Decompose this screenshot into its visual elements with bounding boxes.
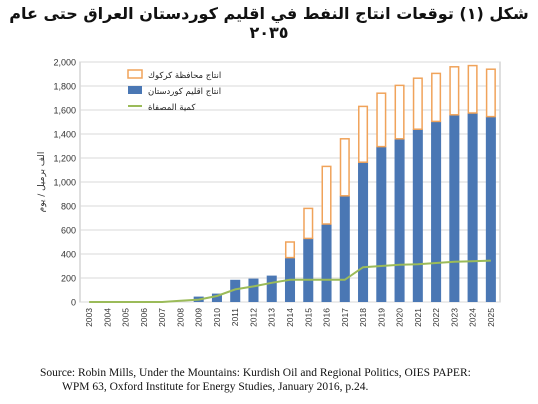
x-tick-label: 2024 bbox=[468, 308, 478, 327]
y-tick-label: 1,400 bbox=[53, 130, 76, 140]
x-tick-label: 2006 bbox=[139, 308, 149, 327]
x-tick-label: 2013 bbox=[267, 308, 277, 327]
x-tick-label: 2022 bbox=[431, 308, 441, 327]
bar-kirkuk bbox=[321, 165, 332, 225]
bar-kurdistan bbox=[431, 121, 442, 303]
bar-kirkuk bbox=[339, 138, 350, 197]
legend-label: انتاج محافظة كركوك bbox=[148, 71, 221, 81]
bar-kirkuk bbox=[485, 68, 496, 118]
legend-swatch bbox=[127, 69, 143, 79]
bar-kurdistan bbox=[376, 146, 387, 302]
x-tick-label: 2010 bbox=[212, 308, 222, 327]
bar-kirkuk bbox=[303, 207, 314, 240]
bar-kirkuk bbox=[394, 84, 405, 140]
bar-kurdistan bbox=[266, 275, 277, 302]
y-tick-label: 1,800 bbox=[53, 82, 76, 92]
x-tick-label: 2021 bbox=[413, 308, 423, 327]
x-tick-label: 2014 bbox=[285, 308, 295, 327]
y-tick-label: 0 bbox=[71, 298, 76, 308]
legend-label: انتاج اقليم كوردستان bbox=[148, 87, 221, 97]
source-line-1: Source: Robin Mills, Under the Mountains… bbox=[40, 367, 471, 379]
x-tick-label: 2003 bbox=[84, 308, 94, 327]
bar-kurdistan bbox=[321, 224, 332, 302]
bar-kurdistan bbox=[485, 116, 496, 302]
y-tick-label: 2,000 bbox=[53, 58, 76, 68]
bar-kurdistan bbox=[394, 138, 405, 302]
x-tick-label: 2008 bbox=[175, 308, 185, 327]
x-tick-label: 2025 bbox=[486, 308, 496, 327]
x-tick-label: 2018 bbox=[358, 308, 368, 327]
y-tick-label: 200 bbox=[61, 274, 76, 284]
line-refinery bbox=[89, 259, 491, 303]
y-tick-label: 800 bbox=[61, 202, 76, 212]
bar-kurdistan bbox=[449, 114, 460, 302]
bar-kurdistan bbox=[303, 238, 314, 302]
x-tick-label: 2017 bbox=[340, 308, 350, 327]
bar-kurdistan bbox=[230, 279, 241, 302]
x-tick-label: 2012 bbox=[248, 308, 258, 327]
bar-kirkuk bbox=[358, 105, 369, 163]
x-tick-label: 2009 bbox=[194, 308, 204, 327]
bar-kurdistan bbox=[248, 278, 259, 302]
y-tick-label: 1,600 bbox=[53, 106, 76, 116]
x-tick-label: 2023 bbox=[449, 308, 459, 327]
x-tick-label: 2019 bbox=[376, 308, 386, 327]
y-tick-label: 1,200 bbox=[53, 154, 76, 164]
x-tick-label: 2005 bbox=[121, 308, 131, 327]
bar-kurdistan bbox=[358, 162, 369, 302]
bar-kirkuk bbox=[449, 66, 460, 116]
bar-kirkuk bbox=[431, 72, 442, 123]
source-note: Source: Robin Mills, Under the Mountains… bbox=[40, 366, 520, 394]
y-tick-label: 400 bbox=[61, 250, 76, 260]
page-title: شكل (١) توقعات انتاج النفط في اقليم كورد… bbox=[9, 4, 529, 42]
x-tick-label: 2016 bbox=[322, 308, 332, 327]
bar-kirkuk bbox=[284, 241, 296, 259]
y-tick-label: 600 bbox=[61, 226, 76, 236]
bar-kurdistan bbox=[467, 113, 478, 302]
bar-kirkuk bbox=[376, 92, 387, 148]
x-tick-label: 2004 bbox=[102, 308, 112, 327]
bar-kurdistan bbox=[412, 129, 423, 302]
legend-label: كمية المصفاة bbox=[148, 103, 196, 113]
legend-swatch bbox=[128, 86, 142, 94]
bar-kurdistan bbox=[339, 195, 350, 302]
x-tick-label: 2007 bbox=[157, 308, 167, 327]
x-tick-label: 2020 bbox=[395, 308, 405, 327]
x-tick-label: 2011 bbox=[230, 308, 240, 327]
oil-production-chart: 0 200 400 600 800 1,000 1,200 1,400 1,600 1,800 2,… bbox=[37, 58, 501, 327]
x-tick-label: 2015 bbox=[303, 308, 313, 327]
y-tick-label: 1,000 bbox=[53, 178, 76, 188]
y-axis-title: الف برميل / يوم bbox=[37, 152, 47, 213]
bar-kirkuk bbox=[412, 77, 423, 130]
source-line-2: WPM 63, Oxford Institute for Energy Stud… bbox=[62, 381, 369, 393]
bar-kurdistan bbox=[211, 293, 222, 302]
bar-kirkuk bbox=[467, 64, 478, 114]
